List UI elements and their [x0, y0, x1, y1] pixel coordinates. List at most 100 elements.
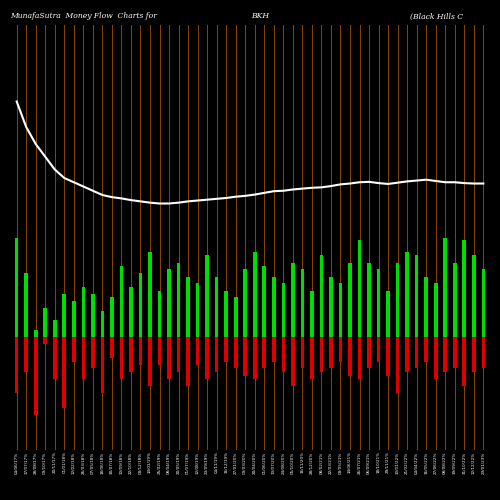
Bar [215, 277, 218, 336]
Bar [177, 263, 180, 336]
Bar [282, 336, 285, 372]
Bar [282, 283, 285, 337]
Bar [358, 240, 362, 336]
Bar [177, 336, 180, 372]
Bar [62, 336, 66, 407]
Bar [367, 336, 371, 368]
Bar [15, 238, 18, 336]
Bar [138, 336, 142, 365]
Bar [300, 336, 304, 368]
Bar [472, 336, 476, 372]
Bar [34, 330, 37, 336]
Bar [310, 292, 314, 337]
Bar [186, 336, 190, 386]
Bar [453, 263, 456, 336]
Bar [406, 252, 409, 336]
Bar [72, 301, 76, 336]
Bar [272, 277, 276, 336]
Bar [110, 297, 114, 337]
Bar [206, 336, 209, 379]
Bar [244, 268, 247, 336]
Bar [100, 336, 104, 394]
Bar [158, 292, 162, 337]
Bar [215, 336, 218, 372]
Bar [186, 277, 190, 336]
Bar [15, 336, 18, 394]
Bar [406, 336, 409, 372]
Bar [110, 336, 114, 358]
Bar [386, 292, 390, 337]
Text: MunafaSutra  Money Flow  Charts for: MunafaSutra Money Flow Charts for [10, 12, 157, 20]
Bar [196, 336, 200, 365]
Bar [167, 336, 171, 379]
Bar [167, 268, 171, 336]
Bar [262, 336, 266, 368]
Bar [120, 266, 123, 336]
Bar [444, 238, 447, 336]
Bar [358, 336, 362, 379]
Bar [348, 263, 352, 336]
Bar [320, 336, 323, 372]
Bar [196, 283, 200, 337]
Bar [120, 336, 123, 379]
Bar [310, 336, 314, 379]
Bar [129, 336, 133, 372]
Bar [415, 254, 418, 336]
Bar [224, 292, 228, 337]
Bar [320, 254, 323, 336]
Bar [100, 311, 104, 336]
Bar [62, 294, 66, 337]
Bar [91, 336, 94, 368]
Bar [291, 336, 294, 386]
Bar [291, 263, 294, 336]
Bar [424, 336, 428, 362]
Bar [272, 336, 276, 362]
Bar [329, 336, 333, 368]
Bar [377, 268, 380, 336]
Bar [377, 336, 380, 362]
Text: BKH: BKH [251, 12, 269, 20]
Bar [234, 297, 237, 337]
Bar [53, 336, 56, 379]
Bar [348, 336, 352, 376]
Bar [253, 336, 256, 379]
Bar [158, 336, 162, 365]
Bar [453, 336, 456, 368]
Bar [472, 254, 476, 336]
Bar [396, 263, 400, 336]
Bar [462, 336, 466, 386]
Bar [82, 336, 85, 379]
Bar [72, 336, 76, 362]
Bar [24, 336, 28, 372]
Bar [415, 336, 418, 368]
Bar [329, 277, 333, 336]
Bar [300, 268, 304, 336]
Bar [396, 336, 400, 394]
Bar [262, 266, 266, 336]
Bar [234, 336, 237, 368]
Bar [206, 254, 209, 336]
Bar [24, 273, 28, 336]
Bar [482, 268, 485, 336]
Bar [462, 240, 466, 336]
Bar [129, 287, 133, 337]
Bar [386, 336, 390, 376]
Bar [148, 252, 152, 336]
Bar [338, 336, 342, 362]
Bar [482, 336, 485, 368]
Bar [338, 283, 342, 337]
Text: (Black Hills C: (Black Hills C [410, 12, 463, 20]
Bar [434, 336, 438, 379]
Bar [224, 336, 228, 362]
Bar [244, 336, 247, 376]
Bar [34, 336, 37, 414]
Bar [44, 336, 47, 344]
Bar [148, 336, 152, 386]
Bar [424, 277, 428, 336]
Bar [91, 294, 94, 337]
Bar [53, 320, 56, 336]
Bar [434, 283, 438, 337]
Bar [82, 287, 85, 337]
Bar [44, 308, 47, 336]
Bar [138, 273, 142, 336]
